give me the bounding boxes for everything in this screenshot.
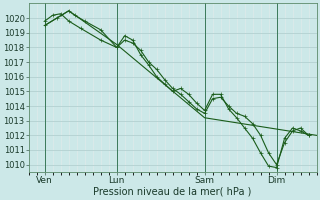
X-axis label: Pression niveau de la mer( hPa ): Pression niveau de la mer( hPa ) xyxy=(93,187,252,197)
